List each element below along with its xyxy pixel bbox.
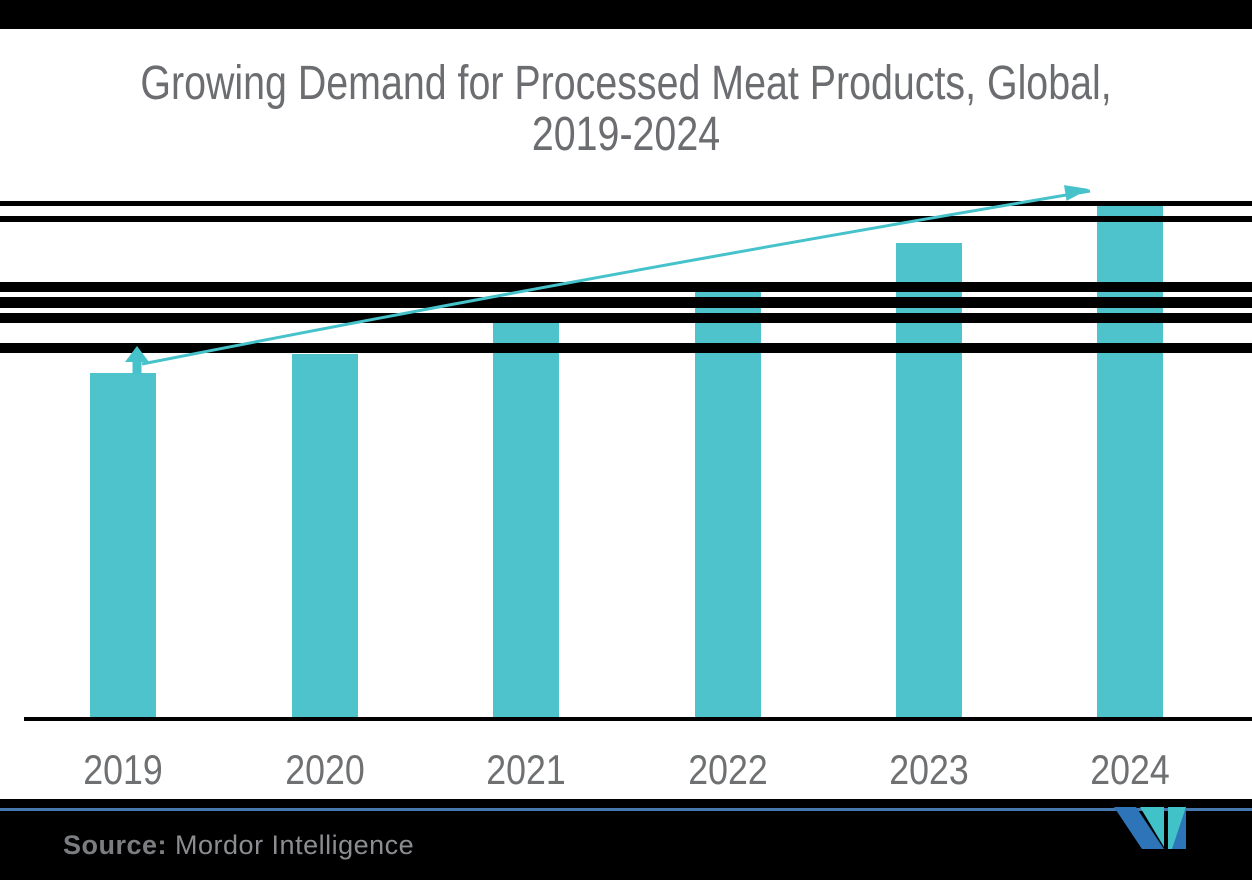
horizontal-stripe (0, 201, 1252, 206)
x-axis-label-2020: 2020 (285, 746, 365, 793)
logo-left-blue-slab (1114, 807, 1164, 849)
chart-title-line-1: Growing Demand for Processed Meat Produc… (140, 57, 1112, 110)
bar-2021 (493, 321, 559, 718)
logo-right-teal-slab (1168, 807, 1186, 849)
chart-title-line-2: 2019-2024 (531, 108, 721, 161)
bar-2024 (1097, 203, 1163, 718)
x-axis-label-2024: 2024 (1090, 746, 1170, 793)
mordor-intelligence-logo (1114, 807, 1186, 849)
horizontal-stripe (0, 313, 1252, 323)
horizontal-stripe (0, 216, 1252, 222)
bar-2020 (292, 354, 358, 718)
horizontal-stripe (0, 282, 1252, 292)
horizontal-stripe (0, 343, 1252, 353)
x-axis-label-2023: 2023 (889, 746, 969, 793)
logo-right-blue-triangle (1172, 807, 1186, 849)
footer-band: Source: Mordor Intelligence (0, 799, 1252, 880)
x-axis-label-2019: 2019 (83, 746, 163, 793)
top-black-bar (0, 0, 1252, 29)
x-axis-label-2022: 2022 (688, 746, 768, 793)
logo-middle-teal-triangle (1140, 807, 1164, 847)
horizontal-stripe (0, 297, 1252, 308)
x-axis-line (24, 717, 1252, 721)
source-label: Source: (63, 830, 168, 860)
source-attribution: Source: Mordor Intelligence (63, 830, 414, 861)
footer-divider-line (0, 808, 1252, 811)
source-text: Mordor Intelligence (167, 830, 415, 860)
x-axis-label-2021: 2021 (486, 746, 566, 793)
bar-2019 (90, 373, 156, 718)
